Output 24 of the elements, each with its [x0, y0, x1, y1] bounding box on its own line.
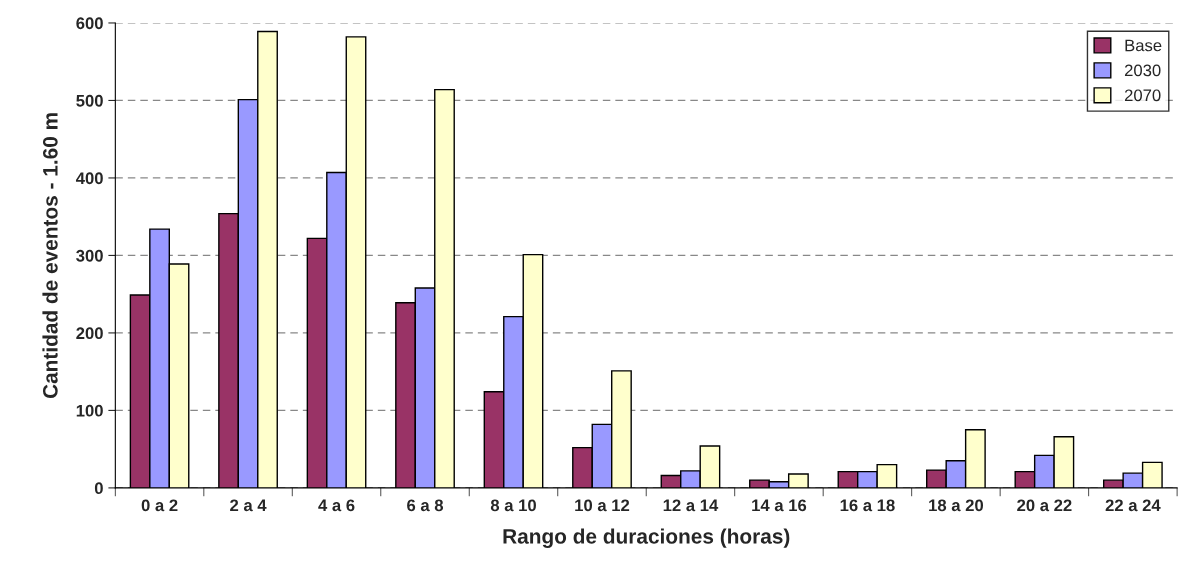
- x-tick-label: 20 a 22: [1017, 499, 1072, 512]
- y-tick-label: 400: [75, 172, 103, 185]
- legend-label: Base: [1125, 39, 1162, 52]
- y-tick-label: 600: [76, 17, 103, 30]
- x-tick-label: 2 a 4: [230, 499, 267, 512]
- x-tick-label: 6 a 8: [407, 499, 444, 512]
- legend-label: 2070: [1124, 89, 1161, 102]
- x-tick-label: 22 a 24: [1105, 499, 1161, 512]
- x-tick-label: 10 a 12: [575, 499, 630, 512]
- x-tick-label: 18 a 20: [929, 499, 984, 512]
- x-tick-label: 12 a 14: [663, 499, 719, 512]
- y-tick-label: 500: [76, 94, 103, 107]
- x-axis-title: Rango de duraciones (horas): [503, 528, 790, 548]
- y-axis-title: Cantidad de eventos - 1.60 m: [42, 113, 58, 399]
- x-tick-label: 16 a 18: [840, 499, 895, 512]
- x-tick-label: 14 a 16: [752, 499, 807, 512]
- y-tick-label: 0: [94, 482, 103, 495]
- y-tick-label: 100: [76, 404, 103, 417]
- x-tick-label: 0 a 2: [141, 499, 178, 512]
- y-tick-label: 200: [76, 327, 103, 340]
- y-tick-label: 300: [76, 249, 103, 262]
- x-tick-label: 4 a 6: [318, 499, 355, 512]
- legend-label: 2030: [1124, 64, 1161, 77]
- x-tick-label: 8 a 10: [490, 499, 536, 512]
